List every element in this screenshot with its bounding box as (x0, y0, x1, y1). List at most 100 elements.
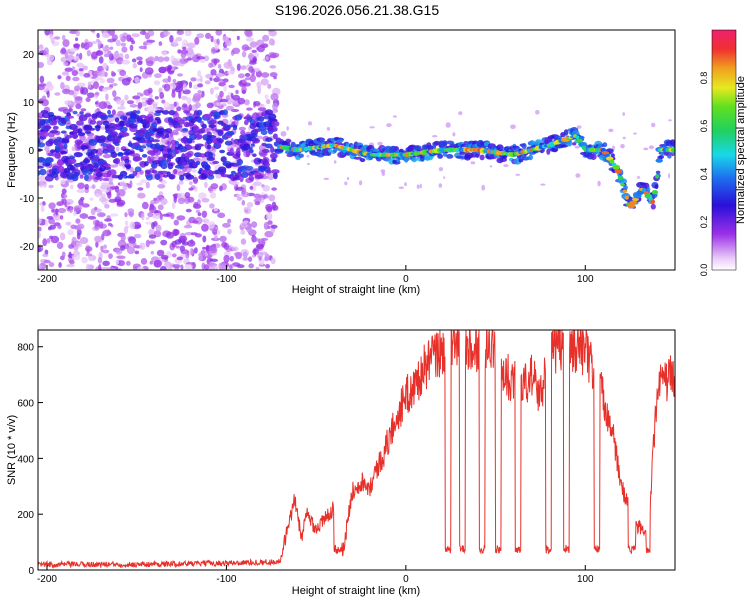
spectrogram-cell (173, 39, 178, 46)
spectrogram-cell (246, 225, 253, 233)
spectrogram-cell (227, 218, 232, 224)
spectrogram-cell (116, 98, 121, 105)
spectrogram-cell (84, 130, 92, 134)
spectrogram-cell (540, 183, 546, 186)
spectrogram-cell (271, 52, 280, 58)
spectrogram-cell (127, 118, 137, 124)
spectrogram-cell (90, 30, 95, 33)
snr-x-label: Height of straight line (km) (292, 585, 420, 597)
spectrogram-cell (72, 76, 80, 82)
spectrogram-cell (260, 78, 269, 86)
spectrogram-cell (620, 144, 625, 149)
spectrogram-cell (83, 72, 91, 78)
spectrogram-cell (136, 182, 143, 186)
spectrogram-cell (181, 128, 189, 132)
spectrogram-cell (54, 92, 61, 96)
spectrogram-cell (100, 114, 109, 121)
spectrogram-cell (77, 132, 86, 137)
spectrogram-cell (42, 253, 49, 258)
spectrogram-cell (147, 99, 153, 105)
spectrogram-cell (210, 265, 219, 270)
spectrogram-cell (197, 83, 204, 88)
spectrogram-cell (651, 190, 659, 195)
spectrogram-cell (57, 207, 67, 214)
spectrogram-cell (117, 152, 124, 156)
spectrogram-cell (73, 205, 82, 211)
spectrogram-cell (95, 50, 104, 56)
spectrogram-cell (597, 143, 603, 149)
spectrogram-cell (398, 186, 404, 189)
spectrogram-cell (179, 174, 185, 181)
spectrogram-cell (88, 256, 93, 262)
spectrogram-cell (262, 185, 271, 192)
spectrogram-cell (229, 264, 233, 270)
spectrogram-cell (150, 199, 158, 205)
spectrogram-cell (223, 85, 227, 92)
spectrogram-cell (597, 180, 601, 187)
spectrogram-cell (194, 247, 198, 254)
spectrogram-cell (623, 185, 628, 190)
spectrogram-cell (219, 149, 226, 154)
spectrogram-cell (575, 173, 581, 178)
spectrogram-cell (197, 116, 202, 124)
spectrogram-cell (448, 140, 455, 145)
spectrogram-cell (175, 245, 180, 249)
y-tick-label: -10 (20, 194, 35, 205)
spectrogram-cell (76, 188, 86, 193)
spectrogram-cell (111, 109, 116, 116)
spectrogram-cell (241, 200, 246, 206)
spectrogram-cell (102, 260, 110, 266)
spectrogram-cell (267, 30, 275, 33)
spectrogram-cell (114, 117, 120, 123)
spectrogram-cell (165, 128, 173, 134)
spectrogram-cell (208, 151, 214, 159)
spectrogram-cell (102, 154, 112, 159)
spectrogram-cell (38, 217, 42, 225)
spectrogram-cell (646, 187, 651, 192)
spectrogram-cell (136, 92, 142, 96)
spectrogram-cell (144, 67, 154, 75)
spectrogram-cell (151, 121, 157, 129)
spectrogram-cell (178, 119, 185, 125)
spectrogram-cell (174, 85, 184, 93)
spectrogram-cell (41, 99, 49, 107)
spectrogram-cell (94, 91, 100, 96)
spectrogram-cell (181, 131, 190, 138)
spectrogram-cell (205, 244, 210, 253)
y-tick-label: 600 (17, 399, 34, 410)
spectrogram-cell (131, 58, 137, 63)
spectrogram-cell (671, 141, 675, 148)
spectrogram-cell (403, 155, 409, 163)
spectrogram-cell (117, 106, 126, 110)
spectrogram-cell (97, 257, 103, 264)
spectrogram-cells (38, 30, 675, 270)
spectrogram-cell (546, 148, 551, 155)
spectrogram-cell (154, 73, 162, 79)
spectrogram-cell (160, 265, 167, 270)
spectrogram-cell (528, 154, 533, 161)
spectrogram-cell (80, 108, 87, 112)
spectrogram-cell (156, 249, 165, 257)
spectrogram-cell (146, 39, 156, 43)
spectrogram-cell (655, 174, 660, 179)
spectrogram-cell (69, 184, 74, 190)
spectrogram-cell (107, 267, 116, 270)
spectrogram-cell (106, 77, 115, 84)
spectrogram-cell (123, 151, 131, 156)
spectrogram-cell (183, 110, 191, 114)
spectrogram-cell (176, 215, 186, 221)
spectrogram-cell (124, 212, 128, 218)
spectrogram-cell (650, 203, 656, 210)
spectrogram-cell (251, 133, 258, 138)
spectrogram-cell (608, 128, 614, 133)
spectrogram-cell (264, 109, 273, 116)
spectrogram-cell (236, 158, 243, 166)
spectrogram-cell (167, 140, 172, 147)
spectrogram-cell (54, 151, 61, 159)
spectrogram-cell (267, 225, 271, 229)
spectrogram-cell (195, 160, 201, 166)
spectrogram-cell (73, 244, 79, 251)
spectrogram-cell (71, 146, 76, 152)
spectrogram-cell (206, 156, 215, 161)
spectrogram-cell (257, 116, 265, 122)
